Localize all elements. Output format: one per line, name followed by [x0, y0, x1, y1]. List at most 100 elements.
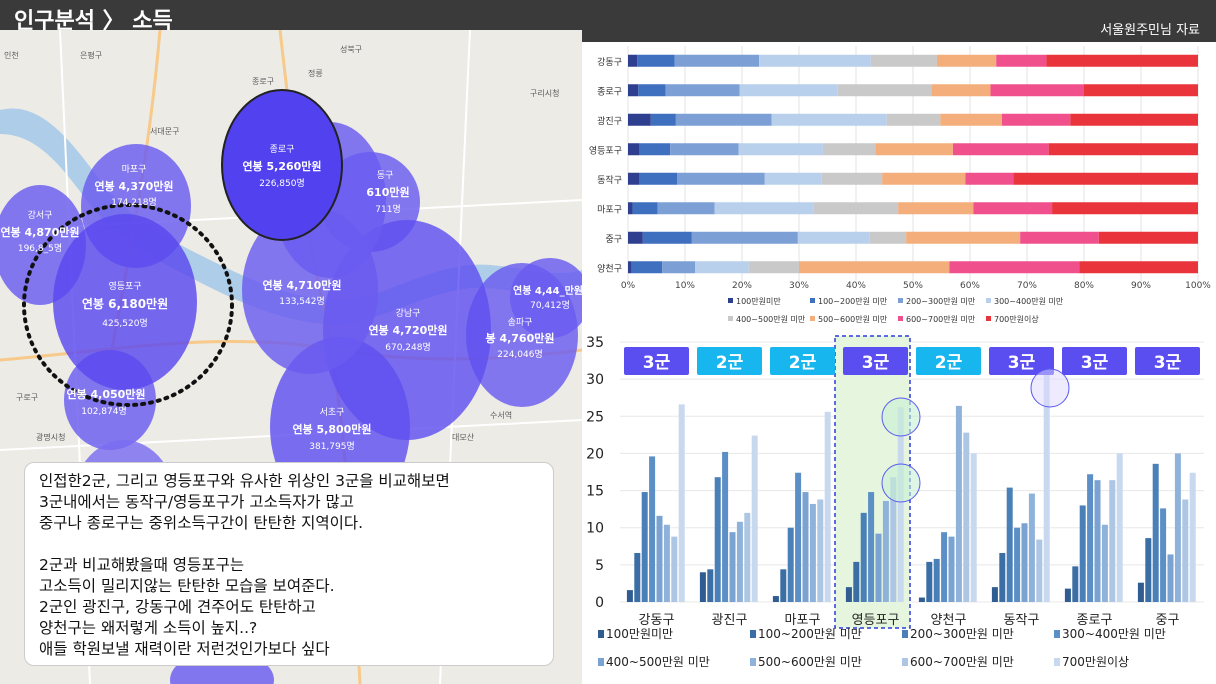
district-pop: 711명 [375, 204, 400, 215]
stacked-bar-segment [674, 54, 760, 67]
grouped-bar [1064, 588, 1071, 602]
stacked-bar-segment [797, 231, 870, 244]
legend-label: 300~400만원 미만 [994, 297, 1064, 306]
grouped-bar [918, 597, 925, 602]
category-label: 양천구 [597, 263, 622, 274]
legend-swatch [810, 298, 815, 303]
grouped-bar [824, 411, 831, 602]
stacked-percent-chart: 0% 10% 20% 30% 40% 50% 60% 70% 80% 90% 100% 강동구종로구광… [589, 46, 1211, 324]
stacked-bar-segment [1070, 113, 1198, 126]
grouped-bar [890, 477, 897, 602]
place-label: 광명시청 [36, 432, 65, 442]
place-label: 은평구 [80, 50, 102, 60]
y-tick-label: 0 [595, 595, 604, 611]
category-label: 강동구 [639, 613, 675, 628]
grouped-bar [1174, 453, 1181, 602]
category-label: 중구 [1156, 613, 1180, 628]
place-label: 성북구 [340, 45, 362, 54]
district-name: 송파구 [508, 317, 533, 328]
y-tick-label: 35 [586, 335, 604, 351]
grouped-bar [663, 524, 670, 602]
grouped-bar [926, 561, 933, 602]
group-badge [697, 347, 762, 375]
group-badge-label: 2군 [789, 353, 817, 373]
place-label: 서대문구 [150, 127, 179, 136]
group-badge-label: 3군 [1154, 353, 1182, 373]
grouped-bar [817, 499, 824, 602]
district-bubble-yeongdeungpo [53, 214, 197, 390]
commentary-line: 양천구는 왜저렇게 소득이 높지..? [39, 619, 258, 637]
place-label: 구리시청 [530, 89, 559, 98]
district-name: 강서구 [28, 210, 53, 221]
grouped-bar [722, 451, 729, 602]
group-badge [916, 347, 981, 375]
stacked-bar-segment [1020, 231, 1099, 244]
x-tick-label: 40% [846, 281, 866, 291]
stacked-bar-segment [837, 84, 932, 97]
legend-label: 700만원이상 [1062, 655, 1129, 669]
y-tick-label: 10 [586, 521, 604, 537]
district-name: 마포구 [122, 164, 147, 175]
district-income: 연봉 5,800만원 [292, 422, 371, 436]
x-tick-label: 0% [621, 281, 636, 291]
grouped-bar [1021, 523, 1028, 602]
y-tick-label: 5 [595, 558, 604, 574]
legend-label: 500~600만원 미만 [818, 315, 888, 324]
grouped-bar [1101, 524, 1108, 602]
grouped-bar [1145, 538, 1152, 602]
legend-label: 100만원미만 [606, 627, 673, 641]
legend-swatch [728, 316, 733, 321]
group-badge-label: 2군 [935, 353, 963, 373]
district-pop: 425,520명 [102, 318, 148, 329]
district-pop: 70,412명 [530, 300, 570, 311]
district-name: 강남구 [396, 308, 421, 319]
grouped-bar [772, 596, 779, 602]
grouped-bar [707, 569, 714, 602]
stacked-bar-segment [628, 143, 640, 156]
grouped-bar [933, 558, 940, 602]
stacked-bar-segment [931, 84, 991, 97]
legend-label: 100만원미만 [736, 297, 781, 306]
grouped-bar [860, 512, 867, 602]
district-name: 서초구 [320, 407, 345, 418]
district-pop: 226,850명 [259, 178, 305, 189]
group-badge-label: 3군 [1081, 353, 1109, 373]
legend-label: 600~700만원 미만 [910, 655, 1014, 669]
district-pop: 381,795명 [309, 441, 355, 452]
x-tick-label: 80% [1074, 281, 1094, 291]
group-badge [989, 347, 1054, 375]
legend-label: 400~500만원 미만 [736, 315, 806, 324]
legend-swatch [898, 298, 903, 303]
stacked-bar-segment [822, 143, 876, 156]
stacked-bar-segment [882, 172, 966, 185]
category-label: 영등포구 [852, 613, 900, 628]
category-label: 광진구 [597, 115, 622, 127]
x-tick-label: 100% [1185, 281, 1211, 291]
stacked-bar-segment [650, 113, 676, 126]
stacked-bar-segment [628, 54, 638, 67]
district-income: 연봉 4,710만원 [262, 278, 341, 292]
grouped-bar [1087, 474, 1094, 602]
commentary-line: 중구나 종로구는 중위소득구간이 탄탄한 지역이다. [39, 514, 364, 532]
stacked-bar-segment [799, 261, 950, 274]
grouped-bar [868, 492, 875, 602]
stacked-bar-segment [973, 202, 1053, 215]
grouped-bar [671, 536, 678, 602]
stacked-bar-segment [1046, 54, 1198, 67]
legend-label: 500~600만원 미만 [758, 655, 862, 669]
stacked-bar-segment [940, 113, 1002, 126]
legend-swatch [728, 298, 733, 303]
grouped-bar [897, 407, 904, 602]
category-label: 동작구 [597, 175, 622, 186]
stacked-bar-segment [1079, 261, 1198, 274]
stacked-bar-segment [1052, 202, 1198, 215]
grouped-bar [963, 432, 970, 602]
legend-swatch [750, 658, 756, 666]
stacked-bar-segment [695, 261, 749, 274]
stacked-bar-segment [642, 231, 692, 244]
group-badge [1135, 347, 1200, 375]
stacked-bar-segment [1048, 143, 1198, 156]
grouped-bar [736, 521, 743, 602]
commentary-line: 2군인 광진구, 강동구에 견주어도 탄탄하고 [39, 598, 316, 616]
grouped-bar [1152, 463, 1159, 602]
